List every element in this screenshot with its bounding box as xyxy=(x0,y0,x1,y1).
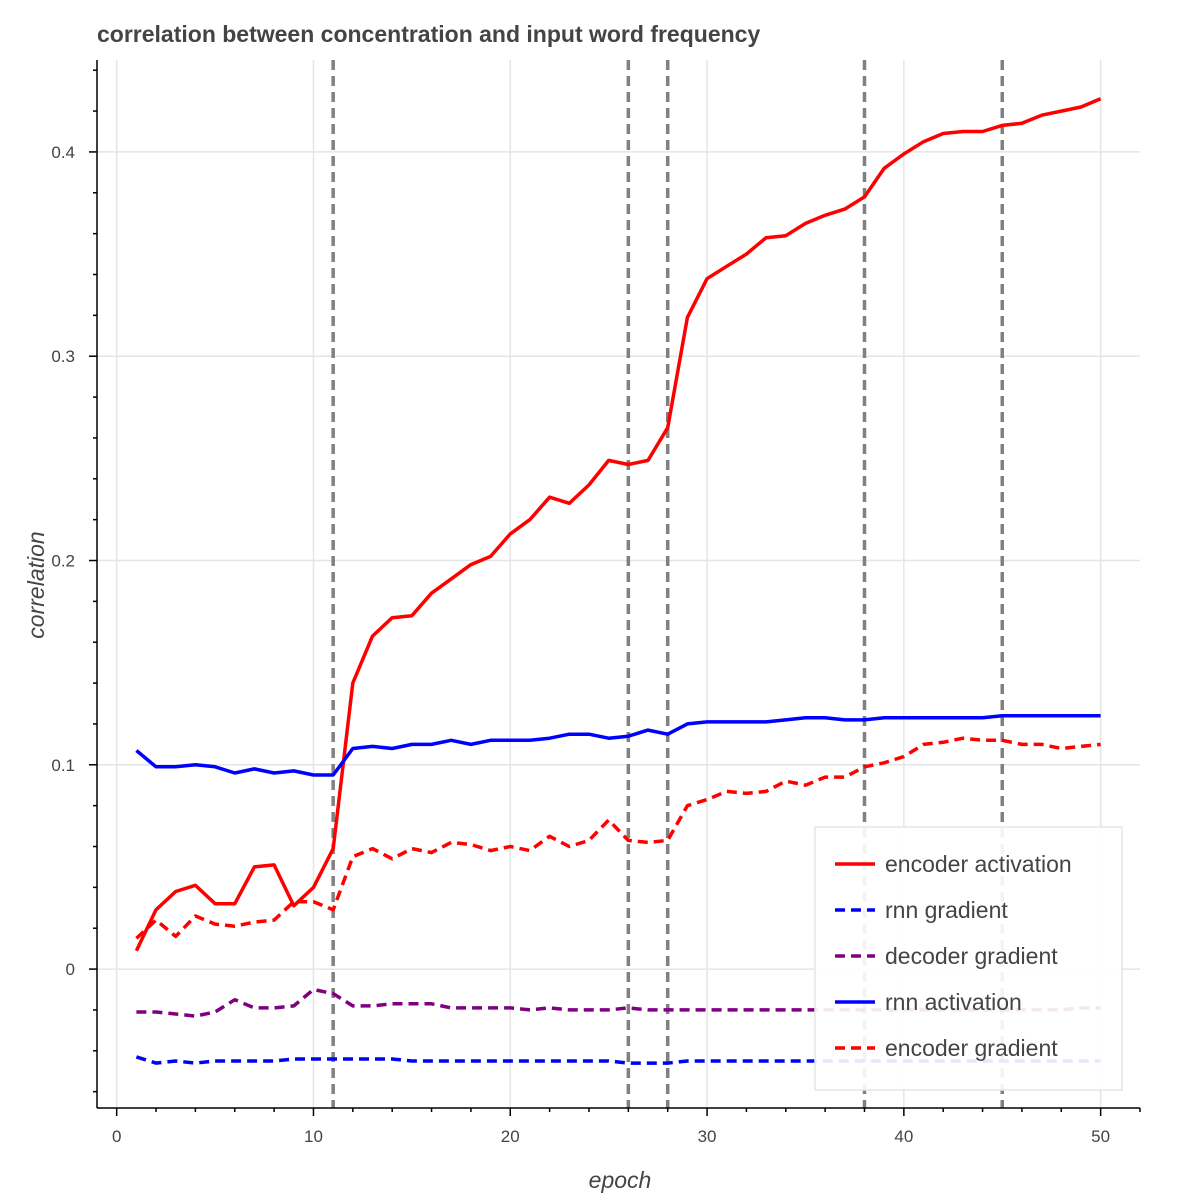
y-tick-label: 0.4 xyxy=(51,143,75,162)
x-tick-label: 10 xyxy=(304,1127,323,1146)
x-axis-label: epoch xyxy=(589,1167,652,1193)
x-tick-label: 40 xyxy=(894,1127,913,1146)
legend-label: rnn activation xyxy=(885,989,1022,1015)
series-line xyxy=(135,736,1101,940)
legend-box xyxy=(814,826,1123,1091)
series-line xyxy=(134,97,1102,952)
y-tick-label: 0 xyxy=(66,960,75,979)
x-tick-label: 20 xyxy=(501,1127,520,1146)
y-axis-label: correlation xyxy=(23,531,49,638)
grid xyxy=(97,60,1140,1108)
y-tick-label: 0.3 xyxy=(51,347,75,366)
x-tick-label: 30 xyxy=(698,1127,717,1146)
axes: 0 10 20 30 40 50 0 0.1 0.2 0.3 0.4 xyxy=(51,60,1141,1146)
y-tick-label: 0.1 xyxy=(51,756,75,775)
legend-label: encoder gradient xyxy=(885,1035,1058,1061)
series-line xyxy=(135,714,1101,777)
legend: encoder activation rnn gradient decoder gr… xyxy=(814,826,1123,1091)
legend-label: encoder activation xyxy=(885,851,1072,877)
legend-label: decoder gradient xyxy=(885,943,1058,969)
legend-label: rnn gradient xyxy=(885,897,1008,923)
y-tick-label: 0.2 xyxy=(51,552,75,571)
chart-title: correlation between concentration and in… xyxy=(97,21,760,47)
x-tick-label: 0 xyxy=(112,1127,121,1146)
x-tick-label: 50 xyxy=(1091,1127,1110,1146)
